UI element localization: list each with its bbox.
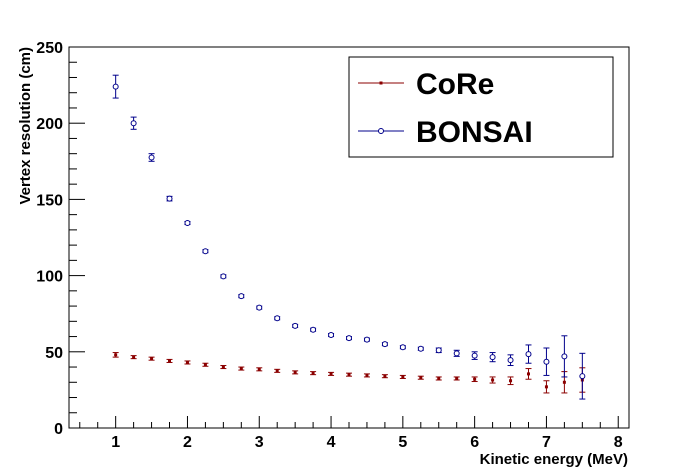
y-tick-label: 50 [45,345,63,362]
core-point [509,379,513,383]
bonsai-point [238,293,245,300]
bonsai-point [525,351,532,358]
bonsai-point [561,353,568,360]
series-core [112,352,586,394]
x-tick-label: 6 [470,434,479,451]
series-layer [112,74,586,400]
bonsai-point [256,304,263,311]
core-point [473,377,477,381]
bonsai-point [417,345,424,352]
legend-bonsai-marker [378,128,384,134]
core-point [419,376,423,380]
core-point [221,365,225,369]
core-point [562,380,566,384]
legend-core-label: CoRe [416,68,494,101]
core-point [257,367,261,371]
x-tick-label: 7 [542,434,551,451]
core-point [526,372,530,376]
legend-core-marker [379,81,383,85]
core-point [132,355,136,359]
bonsai-point [363,336,370,343]
core-point [203,363,207,367]
core-point [293,370,297,374]
axes: 1 2 3 4 5 6 7 8 0 50 100 150 200 250 [36,40,622,451]
bonsai-point [292,322,299,329]
bonsai-point [328,332,335,339]
y-tick-label: 250 [36,40,63,57]
core-point [347,373,351,377]
core-point [185,360,189,364]
x-tick-label: 8 [614,434,623,451]
bonsai-point [453,350,460,357]
bonsai-point [184,220,191,227]
core-point [365,373,369,377]
y-tick-label: 100 [36,269,63,286]
core-point [168,359,172,363]
x-tick-label: 2 [183,434,192,451]
bonsai-point [346,335,352,342]
x-tick-label: 3 [255,434,264,451]
bonsai-point [507,357,514,364]
x-axis-title: Kinetic energy (MeV) [480,451,628,468]
core-point [329,372,333,376]
legend-box [348,56,614,158]
x-tick-label: 4 [327,434,336,451]
bonsai-point [220,273,227,280]
core-point [437,376,441,380]
core-point [491,378,495,382]
bonsai-point [148,154,155,161]
series-bonsai [112,74,586,400]
legend: CoRe BONSAI [348,56,614,158]
legend-entry-bonsai: BONSAI [358,116,533,149]
bonsai-point [579,373,586,380]
bonsai-point [112,83,119,90]
core-point [455,376,459,380]
core-point [383,374,387,378]
core-point [150,357,154,361]
bonsai-point [202,248,209,255]
bonsai-point [310,326,317,333]
bonsai-point [130,120,137,127]
y-axis-title: Vertex resolution (cm) [17,47,34,205]
bonsai-point [166,195,173,202]
core-point [239,367,243,371]
legend-entry-core: CoRe [358,68,494,101]
core-point [544,385,548,389]
bonsai-point [489,354,496,361]
y-tick-label: 0 [54,421,63,438]
bonsai-point [543,358,550,365]
bonsai-point [435,347,442,354]
core-point [401,375,405,379]
x-tick-label: 1 [111,434,120,451]
core-point [311,371,315,375]
bonsai-point [471,352,478,359]
legend-bonsai-label: BONSAI [416,116,533,149]
bonsai-point [399,344,406,351]
y-tick-label: 150 [36,192,63,209]
bonsai-point [274,315,281,322]
core-point [275,369,279,373]
y-tick-label: 200 [36,116,63,133]
core-point [114,353,118,357]
x-tick-label: 5 [398,434,407,451]
bonsai-point [381,341,388,348]
